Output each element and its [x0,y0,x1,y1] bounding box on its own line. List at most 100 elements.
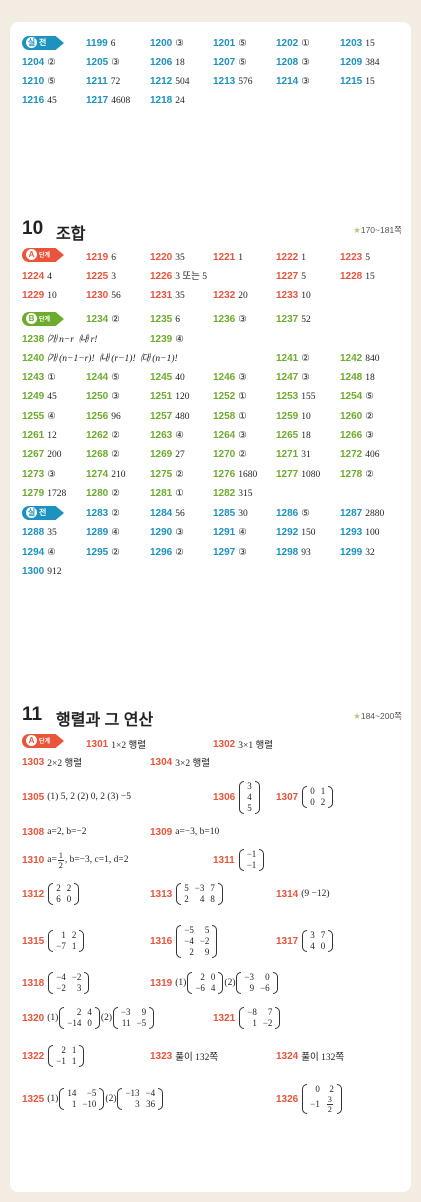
answer-item: 1286 ⑤ [276,504,310,524]
answer-value: (9 −12) [301,889,330,899]
question-number: 1251 [150,391,173,403]
answer-value: 384 [365,58,380,68]
matrix-cell: 3 [135,1099,140,1109]
answer-value: ② [111,315,120,325]
answer-item: 1298 93 [276,543,311,563]
answer-value: 93 [301,547,311,558]
question-number: 1278 [340,468,363,480]
matrix-cell: 2 [76,1007,82,1017]
question-number: 1249 [22,391,45,403]
question-number: 1263 [150,429,173,441]
question-number: 1309 [150,826,173,838]
answer-row: 1305 (1) 5, 2 (2) 0, 2 (3) −5 1306 3 4 5 1307 0… [22,774,402,820]
question-number: 1258 [213,410,236,422]
matrix-cell: −4 [184,935,194,946]
answer-item: 1316 −5 5 −4 −2 2 9 [150,918,218,964]
answer-item: 1200 ③ [150,34,184,54]
answer-item: 1244 ⑤ [86,368,120,388]
answer-item: 1301 1×2 행렬 [86,734,146,754]
answer-item: 1248 18 [340,368,375,388]
answer-item: 1322 2 1 −1 1 [22,1040,85,1072]
question-number: 1289 [86,527,109,539]
answer-value: ⑤ [301,509,310,519]
question-number: 1268 [86,449,109,461]
matrix-cell: 9 [249,983,255,993]
answer-value: 504 [175,77,190,87]
answer-item: 1310 a= 1 2, b=−3, c=1, d=2 [22,844,128,876]
badge-circle: A [26,249,37,260]
answer-item: 1239 ④ [150,330,184,350]
question-number: 1285 [213,508,236,519]
answer-item: 1249 45 [22,387,57,407]
answer-item: 1221 1 [213,248,243,268]
answer-item: 1297 ③ [213,543,247,563]
answer-item: 1255 ④ [22,407,56,427]
question-number: 1221 [213,252,236,263]
matrix-cell: −4 [145,1088,156,1098]
matrix-cell: 4 [210,983,216,993]
question-number: 1272 [340,449,363,461]
answer-value: ③ [301,77,310,87]
answer-value: ② [111,547,120,558]
answer-item: 1241 ② [276,349,310,369]
answer-value: 5 [301,272,306,282]
question-number: 1219 [86,252,109,263]
answer-value: ④ [238,528,247,539]
matrix: −3 9 11 −5 [112,1007,155,1029]
answer-value: 12 [47,430,57,441]
answer-row: 1303 2×2 행렬 1304 3×2 행렬 [22,752,402,772]
answer-item: 1250 ③ [86,387,120,407]
answer-item: 1319 (1) 2 0 −6 4 (2) −3 0 9 −6 [150,967,279,999]
answer-value: 2880 [365,509,385,519]
answer-value: 100 [365,528,380,539]
answer-item: 1245 40 [150,368,185,388]
answer-item: 1230 56 [86,286,121,306]
answer-value: ② [365,411,374,422]
answer-row: 1199 6 1200 ③ 1201 ⑤ 1202 ① 1203 15 [22,34,402,54]
question-number: 1239 [150,334,173,345]
question-number: 1224 [22,271,45,282]
matrix-cell: 3 [76,983,82,993]
question-number: 1218 [150,95,173,106]
answer-item: 1210 ⑤ [22,72,56,92]
question-number: 1211 [86,76,108,87]
answer-row: 1308 a=2, b=−2 1309 a=−3, b=10 [22,822,402,842]
answer-item: 1283 ② [86,504,120,524]
page-range: ★170~181쪽 [353,224,402,236]
question-number: 1277 [276,468,299,480]
answer-item: 1275 ② [150,465,184,485]
matrix-cell: 4 [199,894,205,904]
matrix: −1 −1 [238,849,265,871]
question-number: 1290 [150,527,173,539]
question-number: 1296 [150,546,173,558]
answer-item: 1267 200 [22,445,62,465]
answer-value: ① [175,488,184,499]
matrix-cell: −1 [310,1099,320,1109]
question-number: 1323 [150,1050,173,1062]
question-number: 1206 [150,57,173,68]
answer-item: 1202 ① [276,34,310,54]
answer-value: ④ [175,430,184,441]
question-number: 1271 [276,449,299,461]
answer-value: ② [175,469,184,480]
answer-row: 1322 2 1 −1 1 1323 풀이 132쪽 1324 풀이 132쪽 [22,1040,402,1072]
answer-value: 18 [365,373,375,383]
question-number: 1200 [150,38,173,49]
answer-item: 1314 (9 −12) [276,878,330,910]
question-number: 1281 [150,487,173,499]
question-number: 1302 [213,738,236,750]
answer-row: 1238 ㈎ n−r ㈏ r! 1239 ④ [22,330,402,350]
answer-item: 1208 ③ [276,53,310,73]
page-range-text: 184~200쪽 [360,711,402,721]
answer-row: 1320 (1) 2 4 −14 0 (2) −3 9 11 −5 1321 −8 7 1 −2 [22,1002,402,1034]
answer-part-a: ㈎ n−r [47,335,74,345]
matrix-cell: 0 [315,1084,320,1094]
question-number: 1230 [86,290,109,301]
answer-value: ④ [111,528,120,539]
answer-value: ① [47,373,56,383]
matrix-cell: 0 [310,786,315,796]
part-label: (1) [47,1013,59,1023]
matrix-cell: 7 [210,883,215,893]
answer-item: 1309 a=−3, b=10 [150,822,219,842]
